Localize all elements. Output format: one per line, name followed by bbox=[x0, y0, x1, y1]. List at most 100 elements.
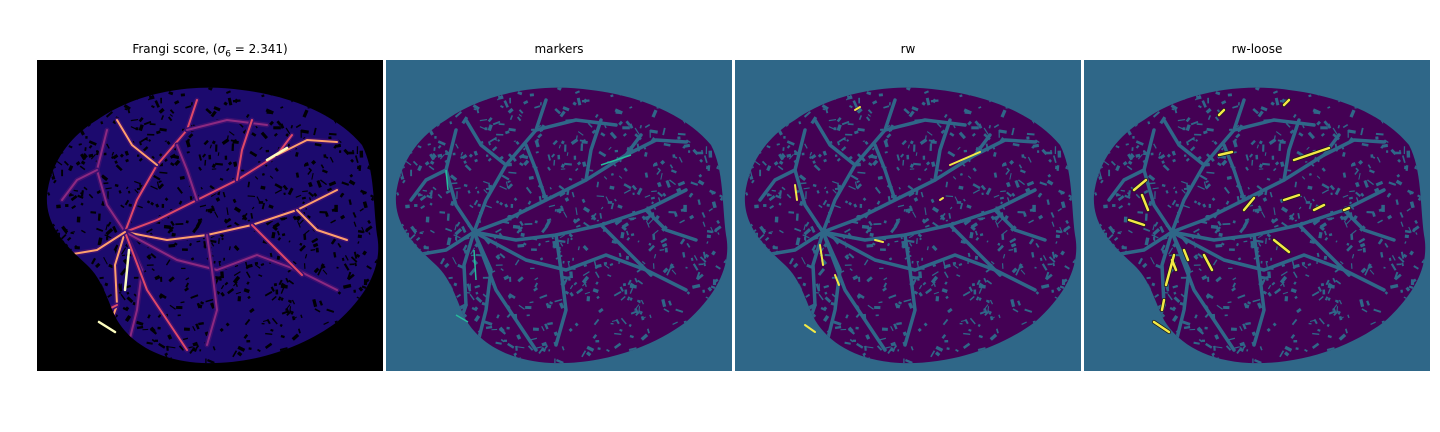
vessel-core bbox=[61, 169, 98, 201]
rw-loose-highlight bbox=[1312, 203, 1326, 212]
vessel bbox=[1170, 133, 1341, 234]
vessel-core bbox=[296, 209, 348, 241]
vessel bbox=[1170, 188, 1386, 242]
vessel-core bbox=[176, 144, 198, 201]
marker-segment bbox=[455, 314, 469, 323]
vessel bbox=[534, 118, 618, 132]
vessel-core bbox=[96, 129, 126, 233]
vessel bbox=[1232, 118, 1316, 132]
vessel-core bbox=[276, 139, 338, 156]
vessel bbox=[624, 138, 688, 157]
bright-vessel-segment bbox=[97, 320, 117, 334]
rw-loose-highlight bbox=[1272, 238, 1291, 254]
tissue-region bbox=[46, 87, 379, 364]
vessel-core bbox=[236, 119, 253, 181]
rw-highlight bbox=[794, 184, 798, 201]
vessel bbox=[444, 128, 476, 234]
rw-loose-highlight bbox=[1282, 193, 1301, 202]
rw-loose-highlight bbox=[1182, 248, 1190, 262]
markers-plot bbox=[386, 60, 732, 371]
vessel bbox=[873, 143, 897, 202]
rw-highlight bbox=[874, 239, 884, 243]
marker-segment bbox=[473, 249, 477, 281]
markers-image bbox=[386, 60, 732, 371]
vessel bbox=[524, 143, 548, 202]
vessel bbox=[821, 133, 992, 234]
rw-loose-highlight bbox=[1202, 253, 1214, 272]
vessel bbox=[821, 230, 1037, 292]
vessel-core bbox=[124, 231, 188, 351]
tissue-region bbox=[395, 87, 728, 364]
vessel bbox=[1170, 230, 1236, 352]
vessel-network bbox=[409, 98, 698, 352]
vessel bbox=[973, 138, 1037, 157]
vessel bbox=[472, 230, 538, 352]
vessel bbox=[1112, 230, 1174, 257]
vessel-core bbox=[124, 189, 338, 241]
vessel bbox=[1107, 168, 1146, 202]
rw-loose-plot bbox=[1084, 60, 1430, 371]
rw-loose-highlight bbox=[1292, 146, 1331, 162]
vessel bbox=[1252, 233, 1266, 347]
rw-loose-image bbox=[1084, 60, 1430, 371]
vessel bbox=[409, 168, 448, 202]
rw-loose-highlight bbox=[1217, 108, 1226, 117]
vessel-core bbox=[186, 119, 268, 131]
vessel-core bbox=[116, 119, 158, 166]
rw-image bbox=[735, 60, 1081, 371]
vessel bbox=[1170, 230, 1386, 292]
rw-highlight bbox=[949, 151, 981, 166]
rw-loose-highlight bbox=[1160, 298, 1166, 312]
vessel bbox=[948, 223, 1002, 277]
rw-loose-highlight bbox=[1217, 150, 1234, 157]
rw-highlight bbox=[939, 197, 944, 201]
vessel-core bbox=[66, 231, 126, 256]
vessel bbox=[554, 233, 568, 347]
vessel bbox=[763, 230, 825, 257]
rw-loose-highlight bbox=[1282, 98, 1291, 107]
vessel bbox=[644, 208, 698, 242]
vessel bbox=[1322, 138, 1386, 157]
vessel bbox=[903, 233, 917, 347]
marker-segment bbox=[600, 154, 632, 166]
vessel bbox=[472, 188, 688, 242]
vessel bbox=[1142, 128, 1174, 234]
rw-loose-highlight bbox=[1170, 258, 1178, 272]
vessel bbox=[599, 223, 653, 277]
tissue-region bbox=[1093, 87, 1426, 364]
vessel bbox=[472, 230, 688, 292]
vessel-network bbox=[1107, 98, 1396, 352]
rw-loose-panel-title: rw-loose bbox=[1231, 42, 1283, 56]
vessel bbox=[933, 118, 952, 182]
vessel bbox=[793, 128, 825, 234]
rw-highlight bbox=[819, 244, 824, 266]
vessel bbox=[993, 208, 1047, 242]
frangi-score-image bbox=[37, 60, 383, 371]
rw-highlight bbox=[804, 324, 816, 333]
bright-vessel-segment bbox=[123, 248, 131, 292]
rw-highlight bbox=[834, 274, 840, 286]
rw-loose-highlight bbox=[1140, 193, 1150, 212]
vessel bbox=[813, 118, 857, 167]
vessel bbox=[1297, 223, 1351, 277]
rw-loose-highlight bbox=[1152, 320, 1171, 334]
rw-highlight bbox=[854, 106, 861, 111]
rw-loose-highlight bbox=[1132, 178, 1148, 192]
vessel bbox=[821, 230, 887, 352]
vessel-core bbox=[251, 224, 303, 276]
rw-loose-highlight bbox=[1342, 206, 1351, 212]
vessel bbox=[584, 118, 603, 182]
rw-loose-highlight bbox=[1242, 196, 1256, 212]
vessel bbox=[414, 230, 476, 257]
rw-plot bbox=[735, 60, 1081, 371]
marker-segment bbox=[445, 169, 449, 191]
vessel-core bbox=[206, 234, 218, 346]
vessel bbox=[1162, 118, 1206, 167]
vessel bbox=[821, 188, 1037, 242]
rw-panel-title: rw bbox=[900, 42, 916, 56]
bright-vessel-segment bbox=[265, 146, 289, 162]
vessel bbox=[758, 168, 797, 202]
rw-loose-highlight bbox=[1127, 218, 1146, 227]
vessel bbox=[1282, 118, 1301, 182]
vessel bbox=[1342, 208, 1396, 242]
